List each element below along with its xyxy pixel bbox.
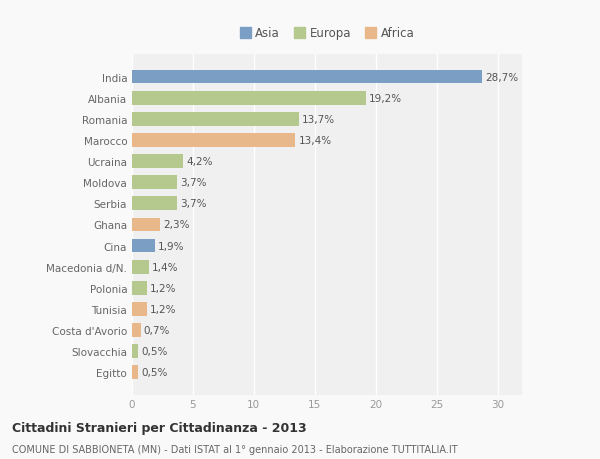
Text: 0,5%: 0,5% — [141, 347, 167, 356]
Bar — [132, 92, 366, 105]
Text: Cittadini Stranieri per Cittadinanza - 2013: Cittadini Stranieri per Cittadinanza - 2… — [12, 421, 307, 434]
Text: 2,3%: 2,3% — [163, 220, 190, 230]
Bar — [132, 176, 177, 190]
Bar — [132, 134, 295, 147]
Text: 3,7%: 3,7% — [180, 199, 206, 209]
Bar — [132, 112, 299, 126]
Text: 0,7%: 0,7% — [143, 325, 170, 335]
Text: 28,7%: 28,7% — [485, 73, 518, 82]
Bar — [132, 218, 160, 232]
Text: 1,2%: 1,2% — [149, 283, 176, 293]
Bar — [132, 324, 140, 337]
Text: COMUNE DI SABBIONETA (MN) - Dati ISTAT al 1° gennaio 2013 - Elaborazione TUTTITA: COMUNE DI SABBIONETA (MN) - Dati ISTAT a… — [12, 444, 458, 454]
Bar — [132, 71, 482, 84]
Text: 1,4%: 1,4% — [152, 262, 179, 272]
Text: 19,2%: 19,2% — [369, 94, 402, 103]
Text: 1,2%: 1,2% — [149, 304, 176, 314]
Bar — [132, 260, 149, 274]
Text: 13,4%: 13,4% — [298, 135, 331, 146]
Bar — [132, 197, 177, 211]
Text: 1,9%: 1,9% — [158, 241, 185, 251]
Text: 4,2%: 4,2% — [186, 157, 213, 167]
Text: 0,5%: 0,5% — [141, 368, 167, 377]
Bar — [132, 366, 138, 379]
Legend: Asia, Europa, Africa: Asia, Europa, Africa — [240, 27, 414, 40]
Bar — [132, 281, 146, 295]
Bar — [132, 302, 146, 316]
Bar — [132, 345, 138, 358]
Bar — [132, 155, 183, 168]
Bar — [132, 239, 155, 253]
Text: 13,7%: 13,7% — [302, 115, 335, 124]
Text: 3,7%: 3,7% — [180, 178, 206, 188]
